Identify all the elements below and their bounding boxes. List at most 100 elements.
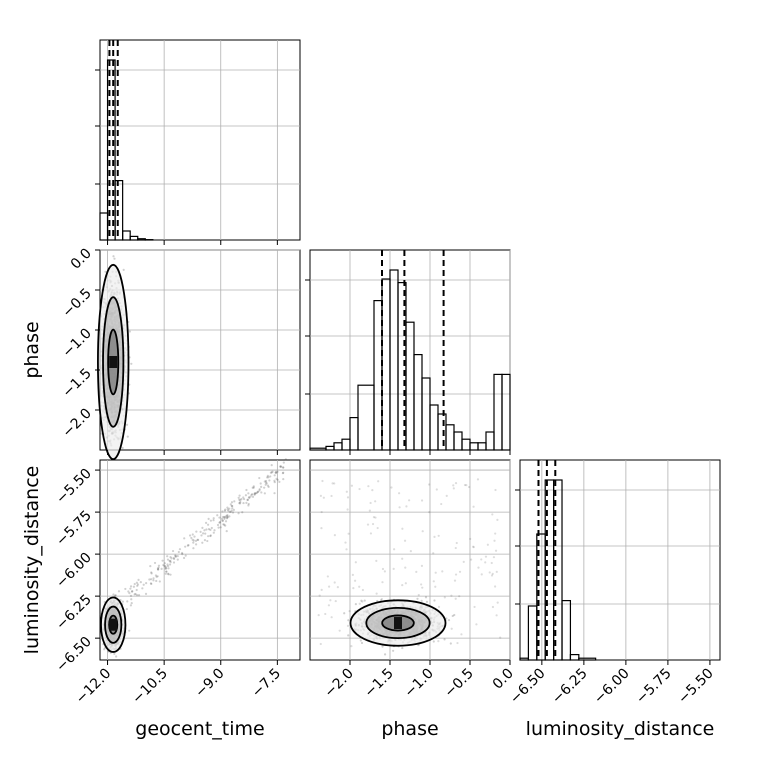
scatter-point bbox=[127, 590, 130, 593]
scatter-point bbox=[157, 568, 160, 571]
scatter-point bbox=[495, 570, 498, 573]
x-tick-label: 0.0 bbox=[490, 666, 517, 693]
scatter-point bbox=[401, 646, 404, 650]
y-tick-label: 0.0 bbox=[68, 246, 95, 273]
scatter-point bbox=[207, 535, 210, 538]
scatter-point bbox=[271, 470, 274, 473]
scatter-point bbox=[319, 642, 322, 646]
scatter-point bbox=[130, 602, 133, 605]
scatter-point bbox=[321, 479, 324, 483]
hist-bar bbox=[561, 599, 572, 661]
scatter-point bbox=[209, 534, 212, 537]
hist-bar bbox=[106, 59, 116, 241]
scatter-point bbox=[279, 465, 282, 468]
scatter-point bbox=[273, 474, 276, 477]
scatter-point bbox=[238, 498, 241, 501]
scatter-point bbox=[195, 543, 198, 546]
scatter-point bbox=[463, 483, 467, 487]
scatter-point bbox=[132, 585, 136, 588]
scatter-point bbox=[264, 483, 267, 486]
scatter-point bbox=[361, 600, 364, 603]
scatter-point bbox=[150, 571, 153, 574]
scatter-point bbox=[177, 550, 180, 554]
scatter-point bbox=[496, 518, 499, 521]
grid-hist-geocent-time bbox=[100, 40, 300, 240]
scatter-point bbox=[230, 509, 233, 512]
scatter-point bbox=[284, 458, 287, 461]
scatter-point bbox=[490, 574, 494, 577]
scatter-point bbox=[169, 555, 172, 559]
scatter-point bbox=[251, 495, 255, 498]
scatter-point bbox=[258, 488, 261, 491]
scatter-point bbox=[437, 605, 441, 608]
scatter-point bbox=[380, 597, 383, 601]
scatter-point bbox=[495, 614, 498, 617]
scatter-point bbox=[150, 572, 153, 575]
scatter-point bbox=[353, 579, 357, 582]
scatter-point bbox=[155, 575, 158, 578]
scatter-point bbox=[421, 586, 424, 589]
scatter-point bbox=[405, 505, 408, 508]
scatter-point bbox=[453, 579, 457, 582]
scatter-point bbox=[263, 492, 266, 495]
scatter-point bbox=[133, 593, 136, 596]
scatter-point bbox=[265, 482, 268, 485]
scatter-point bbox=[158, 580, 161, 583]
panel-frame bbox=[99, 459, 301, 661]
scatter-point bbox=[195, 530, 198, 533]
scatter-point bbox=[115, 655, 118, 658]
scatter-point bbox=[401, 557, 404, 560]
scatter-point bbox=[247, 496, 251, 499]
scatter-point bbox=[99, 637, 102, 640]
scatter-point bbox=[226, 516, 229, 519]
scatter-point bbox=[225, 530, 228, 533]
hist-bar bbox=[114, 180, 124, 241]
scatter-point bbox=[131, 590, 134, 593]
scatter-point bbox=[368, 509, 371, 512]
scatter-point bbox=[183, 537, 186, 540]
scatter-point bbox=[260, 485, 263, 488]
scatter-point bbox=[280, 465, 283, 468]
scatter-point bbox=[155, 579, 158, 583]
scatter-point bbox=[142, 583, 145, 586]
scatter-point bbox=[201, 541, 204, 544]
scatter-point bbox=[484, 555, 488, 558]
scatter-lum-geocent-points bbox=[99, 458, 287, 658]
scatter-point bbox=[181, 553, 184, 556]
panel-frame bbox=[99, 39, 301, 241]
scatter-point bbox=[420, 499, 424, 502]
scatter-point bbox=[190, 536, 193, 540]
scatter-point bbox=[434, 585, 437, 588]
hist-bar bbox=[421, 377, 431, 451]
hist-bar bbox=[389, 269, 399, 451]
scatter-point bbox=[212, 517, 215, 520]
scatter-point bbox=[320, 510, 323, 514]
scatter-point bbox=[245, 501, 248, 504]
scatter-point bbox=[129, 587, 132, 590]
scatter-point bbox=[486, 543, 489, 546]
hist-phase-bars bbox=[309, 250, 511, 451]
scatter-point bbox=[224, 520, 228, 523]
scatter-point bbox=[333, 482, 336, 485]
scatter-point bbox=[224, 508, 227, 511]
scatter-point bbox=[224, 524, 227, 527]
scatter-point bbox=[247, 492, 250, 495]
scatter-point bbox=[331, 482, 334, 485]
scatter-point bbox=[480, 558, 483, 561]
scatter-point bbox=[473, 605, 476, 609]
hist-bar bbox=[309, 447, 327, 451]
y-tick-label: −2.0 bbox=[59, 406, 94, 441]
scatter-point bbox=[174, 554, 177, 557]
scatter-point bbox=[455, 541, 458, 545]
x-tick-label: −6.00 bbox=[591, 666, 633, 708]
scatter-point bbox=[492, 556, 496, 559]
scatter-point bbox=[240, 497, 243, 501]
scatter-point bbox=[231, 511, 235, 514]
scatter-point bbox=[135, 594, 139, 597]
scatter-point bbox=[221, 517, 224, 520]
scatter-point bbox=[251, 486, 254, 489]
y-axis-label-phase: phase bbox=[21, 321, 43, 378]
scatter-point bbox=[256, 490, 260, 493]
hist-bar bbox=[405, 321, 415, 451]
scatter-point bbox=[491, 605, 495, 609]
